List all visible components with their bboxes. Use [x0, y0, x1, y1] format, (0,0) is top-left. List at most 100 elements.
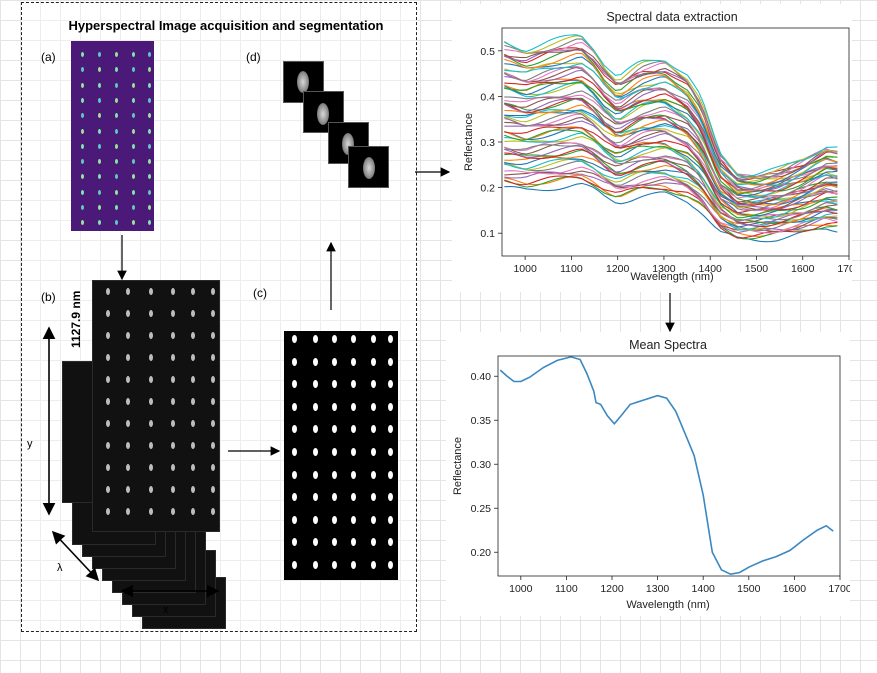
- seed-dot: [132, 52, 135, 57]
- cube-seed: [126, 508, 130, 515]
- mask-seed: [292, 402, 297, 411]
- cube-seed: [149, 310, 153, 317]
- seed-dot: [81, 174, 84, 180]
- cube-seed: [149, 354, 153, 361]
- x-tick-label: 1200: [606, 263, 630, 275]
- mask-seed: [332, 470, 337, 479]
- cube-seed: [211, 420, 215, 427]
- seed-dot: [81, 189, 84, 195]
- y-tick-label: 0.30: [471, 459, 492, 471]
- mask-seed: [292, 357, 297, 366]
- seed-dot: [98, 128, 101, 134]
- mask-seed: [332, 402, 337, 411]
- cube-seed: [106, 464, 110, 471]
- mask-seed: [313, 493, 318, 502]
- cube-seed: [149, 508, 153, 515]
- seed-dot: [115, 159, 118, 165]
- x-tick-label: 1700: [837, 263, 852, 275]
- seed-dot: [81, 143, 84, 149]
- cube-seed: [106, 332, 110, 339]
- spectrum-line: [504, 142, 838, 224]
- x-tick-label: 1100: [555, 583, 578, 595]
- seed-dot: [115, 113, 118, 119]
- mask-seed: [292, 515, 297, 524]
- x-axis-label: x: [163, 604, 169, 616]
- cube-seed: [191, 464, 195, 471]
- spectrum-line: [504, 52, 838, 186]
- mask-seed: [292, 448, 297, 456]
- x-tick-label: 1600: [783, 583, 807, 595]
- seed-dot: [115, 67, 118, 73]
- panel-label-b: (b): [41, 290, 56, 304]
- seed-dot: [148, 220, 151, 226]
- seed-dot: [115, 128, 118, 134]
- mask-seed: [292, 538, 297, 547]
- mask-seed: [371, 425, 376, 434]
- seed-dot: [98, 220, 101, 226]
- seed-dot: [98, 97, 101, 103]
- cube-seed: [126, 332, 130, 339]
- spectrum-line: [504, 90, 838, 199]
- mask-seed: [351, 380, 356, 389]
- seed-tile: [348, 146, 389, 188]
- cube-seed: [149, 332, 153, 339]
- cube-seed: [191, 288, 195, 295]
- seed-dot: [98, 67, 101, 73]
- mask-seed: [351, 538, 356, 547]
- cube-seed: [149, 376, 153, 383]
- spectral-extraction-chart: Spectral data extraction 1000 1100 1200 130…: [463, 10, 852, 283]
- seed-dot: [115, 189, 118, 195]
- cube-seed: [106, 310, 110, 317]
- seed-dot: [132, 128, 135, 134]
- cube-front-band: [92, 280, 220, 532]
- mask-seed: [371, 561, 376, 569]
- seed-dot: [98, 174, 101, 180]
- mask-seed: [292, 561, 297, 569]
- cube-seed: [106, 442, 110, 449]
- spectrum-line: [504, 76, 838, 192]
- mask-seed: [292, 335, 297, 343]
- mask-seed: [313, 470, 318, 479]
- mask-seed: [332, 380, 337, 389]
- mask-seed: [351, 335, 356, 343]
- y-tick-label: 0.4: [480, 91, 495, 103]
- cube-seed: [106, 354, 110, 361]
- spectra-lines: [504, 34, 838, 243]
- spectrum-line: [504, 182, 838, 243]
- cube-seed: [171, 508, 175, 515]
- seed-dot: [148, 82, 151, 88]
- cube-seed: [211, 464, 215, 471]
- mask-seed: [371, 538, 376, 547]
- seed-dot: [115, 143, 118, 149]
- mask-seed: [313, 561, 318, 569]
- mask-seed: [332, 515, 337, 524]
- cube-seed: [171, 398, 175, 405]
- seed-dot: [81, 52, 84, 57]
- mask-seed: [388, 493, 393, 502]
- seed-dot: [81, 128, 84, 134]
- x-tick-label: 1300: [652, 263, 676, 275]
- seed-dot: [115, 52, 118, 57]
- y-tick-label: 0.40: [471, 371, 492, 383]
- panel-label-c: (c): [253, 286, 267, 300]
- y-tick-label: 0.3: [480, 137, 495, 149]
- y-tick-label: 0.2: [480, 183, 495, 195]
- mask-seed: [351, 515, 356, 524]
- cube-seed: [126, 288, 130, 295]
- mask-seed: [332, 357, 337, 366]
- mask-seed: [371, 402, 376, 411]
- mask-seed: [332, 425, 337, 434]
- y-axis-title: Reflectance: [463, 113, 475, 171]
- cube-seed: [126, 310, 130, 317]
- seed-dot: [148, 174, 151, 180]
- cube-seed: [149, 288, 153, 295]
- seed-dot: [148, 97, 151, 103]
- seed-dot: [98, 82, 101, 88]
- seed-dot: [148, 52, 151, 57]
- spectrum-line: [504, 82, 838, 195]
- cube-seed: [149, 398, 153, 405]
- y-tick-label: 0.5: [480, 46, 495, 58]
- mask-seed: [313, 380, 318, 389]
- mask-seed: [371, 380, 376, 389]
